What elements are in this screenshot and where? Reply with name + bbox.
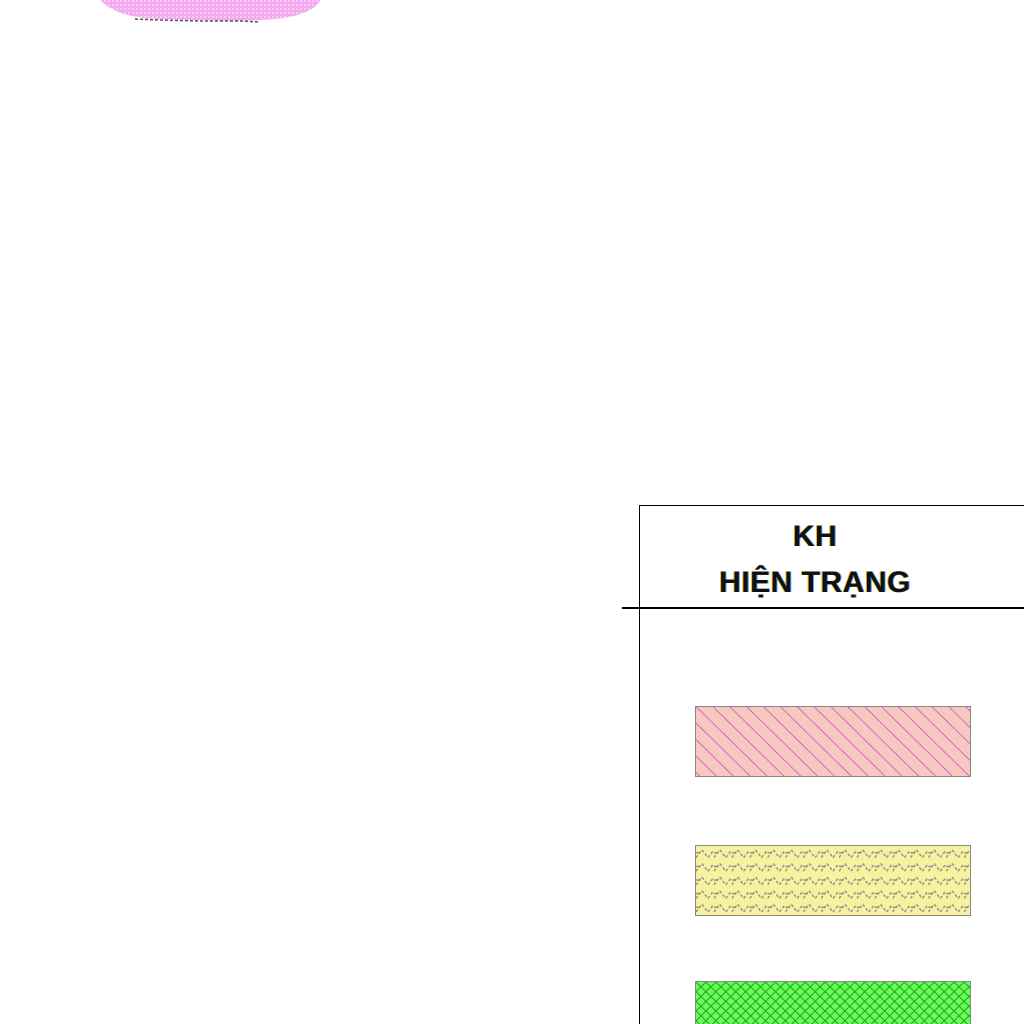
legend-swatch-mixed-use	[695, 845, 971, 916]
map-region-pink	[0, 0, 330, 30]
legend-swatch-residential	[695, 706, 971, 777]
legend-title-kh: KH	[660, 520, 970, 554]
legend-swatch-green-space	[695, 981, 971, 1024]
legend-header-divider	[622, 607, 1024, 609]
legend-title-hien-trang: HIỆN TRẠNG	[660, 566, 970, 600]
